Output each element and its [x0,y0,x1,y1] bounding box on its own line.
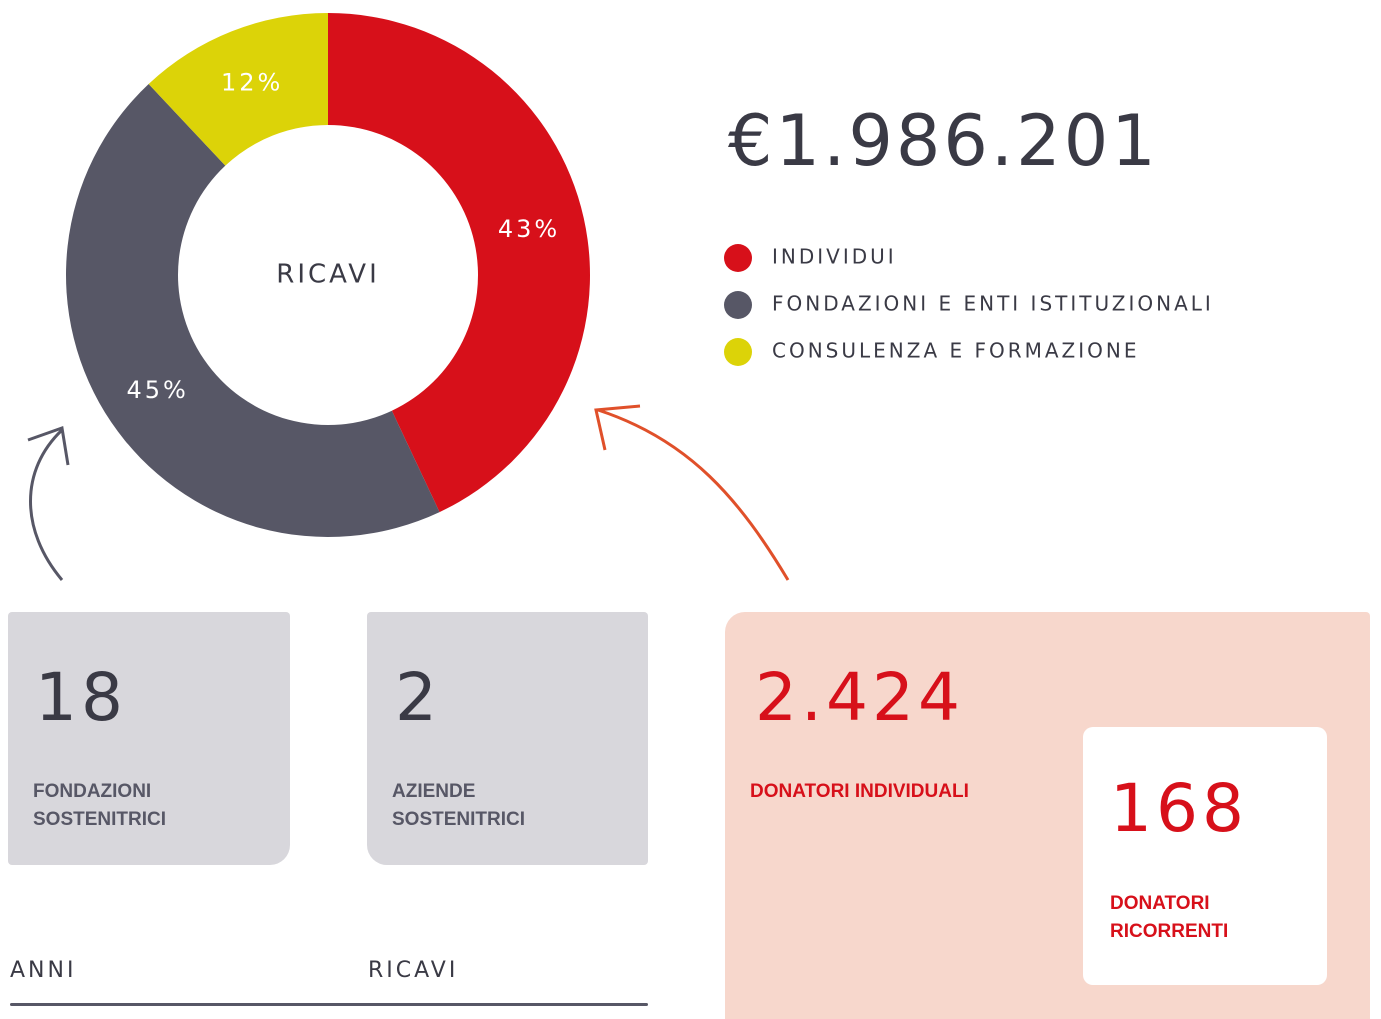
center-label: RICAVI [276,260,379,290]
value-label: 45% [126,376,188,404]
card [367,612,648,865]
legend-swatch [724,244,752,272]
value-label: 12% [221,68,283,96]
card [8,612,290,865]
card-value: 2 [395,659,441,736]
donut-segment [148,13,328,166]
legend-label: CONSULENZA E FORMAZIONE [772,339,1140,363]
arrow [27,425,70,581]
footer-label: ANNI [10,958,77,983]
donut-segment [328,13,590,513]
legend-swatch [724,338,752,366]
legend-label: FONDAZIONI E ENTI ISTITUZIONALI [772,292,1214,316]
donut-segment [66,84,440,537]
donor-value: 168 [1110,770,1248,847]
footer-label: RICAVI [368,958,459,983]
total: €1.986.201 [728,100,1159,182]
divider [10,1003,648,1006]
arrow [594,404,790,581]
donor-label: DONATORI RICORRENTI [1110,893,1229,942]
card [1083,727,1327,985]
card-label: AZIENDE SOSTENITRICI [392,781,526,830]
donor-value: 2.424 [755,659,964,736]
legend-label: INDIVIDUI [772,245,897,269]
card-value: 18 [35,659,127,736]
donor-label: DONATORI INDIVIDUALI [750,781,969,802]
value-label: 43% [498,215,560,243]
card-label: FONDAZIONI SOSTENITRICI [33,781,167,830]
legend-swatch [724,291,752,319]
